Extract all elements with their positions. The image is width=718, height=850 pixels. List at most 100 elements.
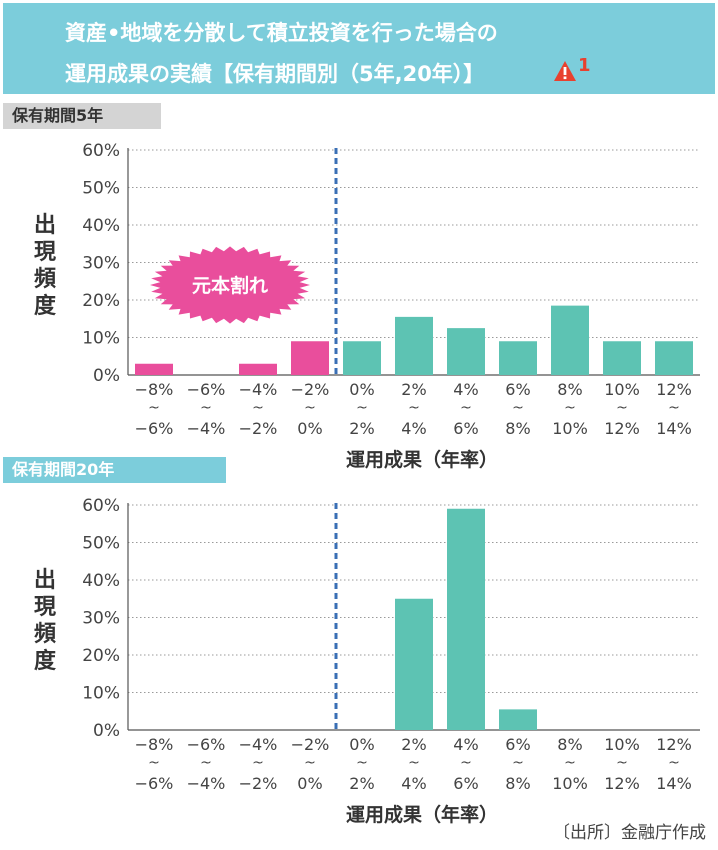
y-axis-label-char: 度 (34, 648, 57, 674)
y-tick-label: 10% (82, 329, 120, 349)
x-tick-label-bottom: −4% (187, 419, 226, 438)
title-line-1: 資産•地域を分散して積立投資を行った場合の (65, 21, 498, 45)
x-tick-tilde: ~ (408, 400, 420, 416)
bar (499, 341, 537, 375)
x-tick-tilde: ~ (304, 755, 316, 771)
x-tick-tilde: ~ (252, 755, 264, 771)
warning-icon (554, 61, 576, 81)
x-tick-label-bottom: 8% (505, 774, 530, 793)
x-tick-label-top: −8% (135, 735, 174, 754)
y-tick-label: 10% (82, 684, 120, 704)
x-tick-label-top: −6% (187, 380, 226, 399)
source-note: 〔出所〕金融庁作成 (553, 823, 706, 843)
x-tick-label-top: −2% (291, 380, 330, 399)
y-tick-label: 50% (82, 534, 120, 554)
y-tick-label: 40% (82, 216, 120, 236)
x-tick-label-top: −4% (239, 735, 278, 754)
x-tick-label-bottom: 12% (604, 774, 640, 793)
y-axis-label-char: 出 (34, 213, 56, 238)
title-banner: 資産•地域を分散して積立投資を行った場合の 運用成果の実績【保有期間別（5年,2… (3, 3, 715, 94)
x-tick-label-top: 6% (505, 735, 530, 754)
y-tick-label: 30% (82, 609, 120, 629)
x-tick-label-bottom: −2% (239, 419, 278, 438)
y-axis-label-char: 現 (34, 240, 56, 265)
x-tick-label-bottom: −6% (135, 419, 174, 438)
x-tick-label-top: 10% (604, 380, 640, 399)
x-tick-label-bottom: 14% (656, 774, 692, 793)
x-tick-tilde: ~ (148, 400, 160, 416)
y-tick-label: 20% (82, 291, 120, 311)
x-tick-tilde: ~ (564, 400, 576, 416)
bar (291, 341, 329, 375)
x-tick-label-bottom: 4% (401, 419, 426, 438)
y-axis-label-char: 頻 (34, 267, 56, 292)
x-tick-label-top: 2% (401, 380, 426, 399)
x-tick-label-top: 8% (557, 735, 582, 754)
x-tick-tilde: ~ (200, 755, 212, 771)
y-axis-label-char: 頻 (34, 622, 56, 647)
x-tick-label-top: −6% (187, 735, 226, 754)
x-tick-label-top: −4% (239, 380, 278, 399)
x-tick-label-bottom: 8% (505, 419, 530, 438)
x-tick-tilde: ~ (252, 400, 264, 416)
x-tick-label-bottom: 6% (453, 774, 478, 793)
bar (343, 341, 381, 375)
panel-label-20yr: 保有期間20年 (3, 457, 226, 483)
x-tick-label-top: 0% (349, 735, 374, 754)
x-tick-label-bottom: 14% (656, 419, 692, 438)
y-tick-label: 0% (93, 366, 120, 386)
bar (395, 316, 433, 375)
x-tick-label-top: 12% (656, 380, 692, 399)
y-tick-label: 40% (82, 571, 120, 591)
chart-5yr: 0%10%20%30%40%50%60%出現頻度−8%~−6%−6%~−4%−4… (34, 141, 700, 471)
x-tick-tilde: ~ (460, 755, 472, 771)
y-tick-label: 50% (82, 179, 120, 199)
x-tick-label-bottom: 0% (297, 774, 322, 793)
chart-20yr: 0%10%20%30%40%50%60%出現頻度−8%~−6%−6%~−4%−4… (34, 496, 700, 826)
bar (395, 598, 433, 730)
x-tick-label-bottom: 6% (453, 419, 478, 438)
x-tick-tilde: ~ (408, 755, 420, 771)
x-tick-tilde: ~ (668, 400, 680, 416)
x-tick-tilde: ~ (616, 400, 628, 416)
x-tick-label-bottom: 10% (552, 419, 588, 438)
x-tick-label-bottom: 0% (297, 419, 322, 438)
x-axis-label: 運用成果（年率） (346, 803, 498, 826)
y-tick-label: 20% (82, 646, 120, 666)
x-axis-label: 運用成果（年率） (346, 448, 498, 471)
x-tick-label-bottom: 4% (401, 774, 426, 793)
x-tick-tilde: ~ (564, 755, 576, 771)
x-tick-label-bottom: −6% (135, 774, 174, 793)
x-tick-tilde: ~ (356, 755, 368, 771)
x-tick-tilde: ~ (460, 400, 472, 416)
note-number: 1 (578, 55, 591, 76)
x-tick-tilde: ~ (356, 400, 368, 416)
bar (655, 341, 693, 375)
panel-label-5yr: 保有期間5年 (3, 103, 161, 129)
callout-starburst (150, 246, 310, 324)
x-tick-label-top: −2% (291, 735, 330, 754)
x-tick-label-top: 2% (401, 735, 426, 754)
x-tick-label-bottom: 2% (349, 419, 374, 438)
y-axis-label-char: 出 (34, 568, 56, 593)
callout-label: 元本割れ (192, 274, 268, 297)
x-tick-label-bottom: −2% (239, 774, 278, 793)
bar (447, 328, 485, 375)
bar (551, 305, 589, 375)
x-tick-tilde: ~ (512, 400, 524, 416)
x-tick-label-bottom: −4% (187, 774, 226, 793)
x-tick-label-top: 4% (453, 735, 478, 754)
x-tick-label-top: 12% (656, 735, 692, 754)
x-tick-tilde: ~ (616, 755, 628, 771)
x-tick-tilde: ~ (148, 755, 160, 771)
y-axis-label-char: 現 (34, 595, 56, 620)
bar (603, 341, 641, 375)
x-tick-tilde: ~ (200, 400, 212, 416)
y-tick-label: 60% (82, 141, 120, 161)
x-tick-label-bottom: 2% (349, 774, 374, 793)
x-tick-label-top: 0% (349, 380, 374, 399)
y-axis-label-char: 度 (34, 293, 57, 319)
x-tick-label-top: 4% (453, 380, 478, 399)
x-tick-tilde: ~ (512, 755, 524, 771)
title-line-2: 運用成果の実績【保有期間別（5年,20年）】 (65, 62, 485, 86)
